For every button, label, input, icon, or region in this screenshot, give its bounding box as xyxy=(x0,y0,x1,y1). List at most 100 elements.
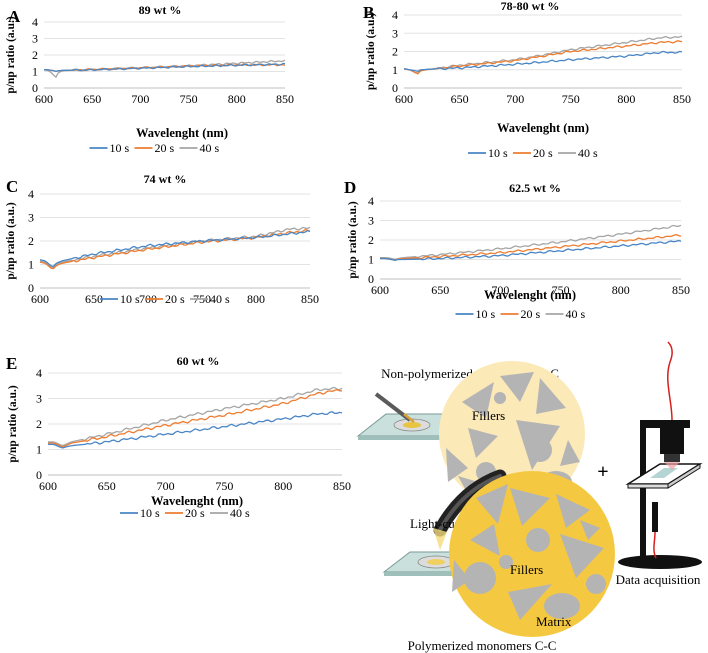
x-tick-label: 600 xyxy=(35,92,53,106)
y-axis-label: p/np ratio (a.u.) xyxy=(365,13,377,90)
x-tick-label: 650 xyxy=(83,92,101,106)
filler-particle xyxy=(560,440,580,466)
y-tick-label: 2 xyxy=(392,45,398,59)
x-tick-label: 800 xyxy=(247,292,265,306)
filler-particle xyxy=(560,534,604,578)
x-tick-label: 600 xyxy=(395,92,413,106)
filler-particle xyxy=(528,438,552,462)
y-tick-label: 3 xyxy=(368,214,374,228)
top-fillers-label: Fillers xyxy=(472,408,505,423)
y-tick-label: 2 xyxy=(368,233,374,247)
legend-label: 20 s xyxy=(185,506,205,520)
y-tick-label: 3 xyxy=(36,392,42,406)
x-tick-label: 750 xyxy=(180,92,198,106)
filler-particle xyxy=(470,524,500,556)
filler-particle xyxy=(508,584,552,620)
x-tick-label: 800 xyxy=(617,92,635,106)
filler-particle xyxy=(526,528,550,552)
y-tick-label: 1 xyxy=(36,443,42,457)
mechanism-diagram: Non-polymerized monomers C=C Fillers Mat… xyxy=(356,341,703,653)
y-tick-label: 3 xyxy=(392,26,398,40)
y-tick-label: 4 xyxy=(368,194,374,208)
plus-icon: + xyxy=(597,461,608,483)
series-line-20s xyxy=(48,388,343,448)
legend-label: 40 s xyxy=(566,307,586,321)
x-axis-label: Wavelenght (nm) xyxy=(497,121,589,135)
legend-label: 10 s xyxy=(488,146,508,160)
x-tick-label: 800 xyxy=(274,479,292,493)
y-tick-label: 2 xyxy=(28,234,34,248)
filler-particle xyxy=(500,372,534,402)
y-tick-label: 0 xyxy=(36,468,42,482)
x-tick-label: 750 xyxy=(552,283,570,297)
chart-title: 74 wt % xyxy=(144,172,187,186)
series-line-10s xyxy=(48,411,343,449)
y-tick-label: 3 xyxy=(32,32,38,46)
y-tick-label: 1 xyxy=(28,258,34,272)
filler-particle xyxy=(586,574,606,594)
series-line-20s xyxy=(380,233,682,261)
data-acquisition-label: Data acquisition xyxy=(616,572,701,587)
filler-particle xyxy=(522,504,534,516)
filler-particle xyxy=(580,520,600,540)
series-line-40s xyxy=(48,386,343,447)
series-line-10s xyxy=(403,50,683,72)
x-axis-label: Wavelenght (nm) xyxy=(136,126,228,140)
x-axis-label: Wavelenght (nm) xyxy=(151,494,243,508)
y-tick-label: 4 xyxy=(28,187,34,201)
y-tick-label: 3 xyxy=(28,211,34,225)
y-tick-label: 4 xyxy=(392,8,398,22)
x-tick-label: 650 xyxy=(85,292,103,306)
y-axis-label: p/np ratio (a.u.) xyxy=(347,201,359,278)
series-line-40s xyxy=(43,59,286,79)
legend-label: 10 s xyxy=(120,292,140,306)
legend-label: 40 s xyxy=(200,141,220,155)
series-line-40s xyxy=(403,35,683,74)
panel-label: E xyxy=(6,354,17,373)
filler-particle xyxy=(446,448,468,482)
legend-label: 10 s xyxy=(140,506,160,520)
x-tick-label: 600 xyxy=(371,283,389,297)
series-line-10s xyxy=(380,239,682,261)
legend-label: 40 s xyxy=(210,292,230,306)
panel-label: C xyxy=(6,177,18,196)
y-tick-label: 1 xyxy=(392,63,398,77)
bottom-fillers xyxy=(452,484,606,620)
chart-panel-a: A 89 wt % 0 1 2 3 4 600 650 700 750 800 850 p/np rati… xyxy=(5,3,294,155)
chart-title: 89 wt % xyxy=(139,3,182,17)
x-tick-label: 750 xyxy=(562,92,580,106)
bottom-fillers-label: Fillers xyxy=(510,562,543,577)
filler-particle xyxy=(462,382,494,418)
y-axis-label: p/np ratio (a.u.) xyxy=(7,385,19,462)
series-line-20s xyxy=(39,228,311,270)
chart-panel-b: B 78-80 wt % 0 1 2 3 4 600 650 700 750 800 850 p/np r… xyxy=(363,0,691,160)
legend-label: 10 s xyxy=(476,307,496,321)
y-tick-label: 2 xyxy=(32,48,38,62)
y-tick-label: 2 xyxy=(36,417,42,431)
x-tick-label: 700 xyxy=(506,92,524,106)
x-tick-label: 600 xyxy=(39,479,57,493)
filler-particle xyxy=(476,484,508,524)
x-tick-label: 750 xyxy=(215,479,233,493)
bottom-caption: Polymerized monomers C-C xyxy=(408,638,557,653)
y-tick-label: 0 xyxy=(392,81,398,95)
x-axis-label: Wavelenght (nm) xyxy=(484,288,576,302)
x-tick-label: 800 xyxy=(612,283,630,297)
chart-title: 62.5 wt % xyxy=(509,181,561,195)
series-line-40s xyxy=(39,226,311,269)
legend-label: 20 s xyxy=(165,292,185,306)
chart-title: 78-80 wt % xyxy=(501,0,560,13)
x-tick-label: 800 xyxy=(228,92,246,106)
y-tick-label: 0 xyxy=(368,272,374,286)
y-tick-label: 0 xyxy=(28,281,34,295)
chart-panel-d: D 62.5 wt % 0 1 2 3 4 600 650 700 750 800 850 p/np ra… xyxy=(344,178,690,321)
x-tick-label: 650 xyxy=(98,479,116,493)
x-tick-label: 850 xyxy=(672,283,690,297)
x-tick-label: 850 xyxy=(301,292,319,306)
series-line-40s xyxy=(380,224,682,260)
y-tick-label: 1 xyxy=(368,253,374,267)
y-tick-label: 1 xyxy=(32,65,38,79)
legend-label: 10 s xyxy=(110,141,130,155)
